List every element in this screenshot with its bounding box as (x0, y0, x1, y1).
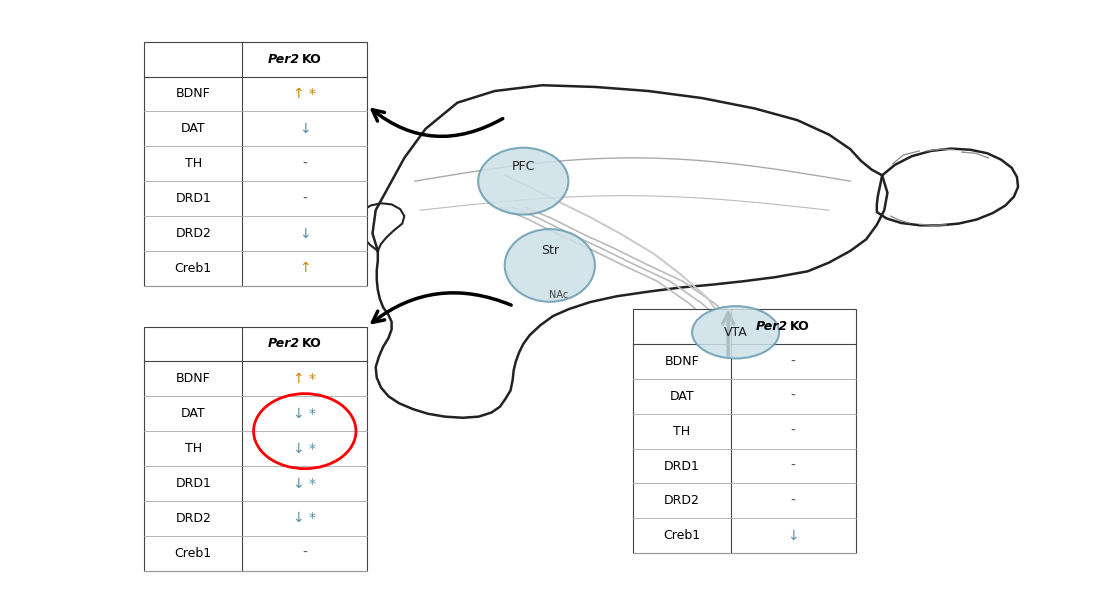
Text: -: - (791, 459, 795, 473)
Text: DRD1: DRD1 (664, 460, 700, 472)
Bar (144, 42, 367, 286)
Ellipse shape (504, 229, 595, 302)
Text: TH: TH (674, 425, 690, 438)
Text: TH: TH (185, 442, 201, 455)
Text: -: - (791, 494, 795, 508)
Text: DRD2: DRD2 (664, 494, 700, 507)
Text: ↑ *: ↑ * (293, 372, 316, 386)
Text: PFC: PFC (512, 160, 535, 173)
Text: Creb1: Creb1 (175, 547, 212, 560)
Text: ↓ *: ↓ * (293, 512, 316, 525)
Text: DRD2: DRD2 (176, 512, 211, 525)
Text: Per2: Per2 (755, 320, 787, 333)
Text: Per2: Per2 (268, 337, 300, 351)
Text: KO: KO (302, 53, 322, 65)
Text: ↓: ↓ (299, 226, 311, 241)
Polygon shape (877, 149, 1018, 225)
Text: Creb1: Creb1 (664, 529, 700, 542)
Text: BDNF: BDNF (176, 372, 210, 386)
Text: VTA: VTA (723, 326, 748, 339)
Text: DRD1: DRD1 (176, 192, 211, 205)
Text: BDNF: BDNF (665, 355, 699, 368)
Polygon shape (356, 203, 405, 251)
Text: DRD1: DRD1 (176, 477, 211, 490)
Text: ↓: ↓ (299, 122, 311, 136)
Bar (144, 327, 367, 570)
Text: Creb1: Creb1 (175, 262, 212, 275)
Text: Per2: Per2 (268, 53, 300, 65)
Text: NAc: NAc (549, 289, 568, 299)
Ellipse shape (692, 306, 779, 359)
Text: -: - (791, 389, 795, 403)
Text: DRD2: DRD2 (176, 227, 211, 240)
Text: DAT: DAT (181, 407, 206, 420)
Polygon shape (373, 85, 887, 418)
Text: ↓ *: ↓ * (293, 477, 316, 490)
Text: -: - (302, 192, 307, 206)
Text: KO: KO (302, 337, 322, 351)
Text: -: - (791, 354, 795, 368)
Text: ↓: ↓ (787, 529, 799, 543)
Text: KO: KO (790, 320, 810, 333)
Text: -: - (302, 157, 307, 171)
Text: BDNF: BDNF (176, 88, 210, 100)
Text: ↑: ↑ (299, 261, 311, 275)
Text: ↓ *: ↓ * (293, 442, 316, 455)
Text: TH: TH (185, 157, 201, 170)
Text: ↑ *: ↑ * (293, 87, 316, 101)
Ellipse shape (478, 147, 568, 215)
Text: ↓ *: ↓ * (293, 407, 316, 420)
Text: DAT: DAT (669, 390, 693, 403)
Text: DAT: DAT (181, 122, 206, 135)
Text: -: - (791, 424, 795, 438)
Text: -: - (302, 547, 307, 560)
Bar (633, 309, 856, 553)
Text: Str: Str (541, 244, 559, 258)
